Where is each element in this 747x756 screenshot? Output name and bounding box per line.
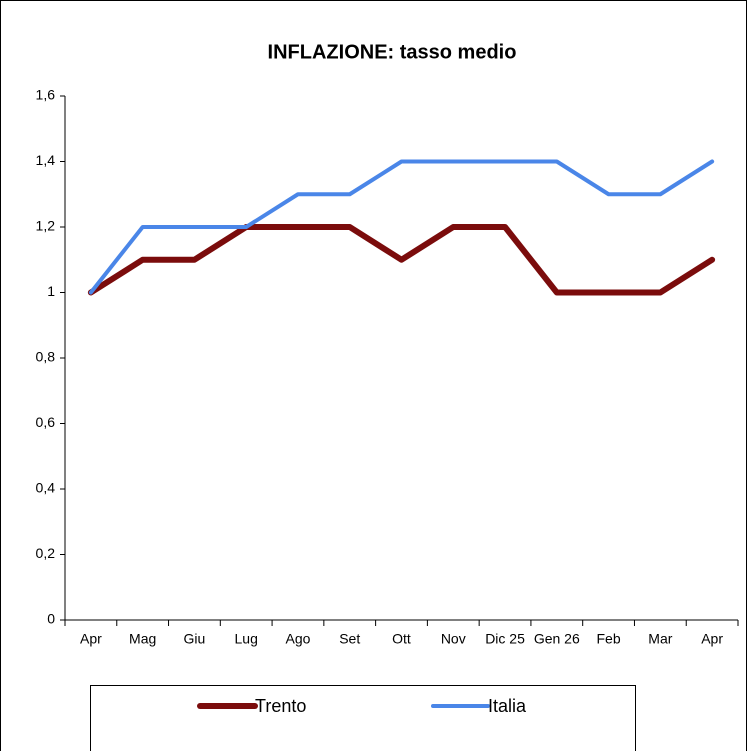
x-tick-label: Set [339,631,360,647]
x-tick-label: Lug [235,631,258,647]
x-tick-label: Giu [184,631,206,647]
x-tick-label: Nov [441,631,466,647]
y-tick-label: 0 [47,611,55,627]
x-tick-label: Gen 26 [534,631,580,647]
y-tick-label: 1,4 [36,152,56,168]
y-tick-label: 0,6 [36,414,56,430]
x-tick-label: Apr [80,631,102,647]
y-tick-label: 1 [47,283,55,299]
x-tick-label: Ott [392,631,411,647]
y-tick-label: 1,6 [36,87,56,103]
series-line [87,224,716,296]
x-tick-label: Mag [129,631,156,647]
x-tick-label: Feb [597,631,621,647]
legend-label: Italia [488,696,527,716]
x-tick-label: Ago [286,631,311,647]
x-tick-label: Dic 25 [485,631,525,647]
legend-label: Trento [255,696,306,716]
y-tick-label: 0,8 [36,349,56,365]
y-tick-label: 0,4 [36,480,56,496]
series-line [88,159,715,295]
x-tick-label: Mar [648,631,672,647]
y-tick-label: 0,2 [36,545,56,561]
chart-title: INFLAZIONE: tasso medio [268,41,517,63]
legend-box [90,685,636,756]
x-tick-label: Apr [701,631,723,647]
y-tick-label: 1,2 [36,218,56,234]
